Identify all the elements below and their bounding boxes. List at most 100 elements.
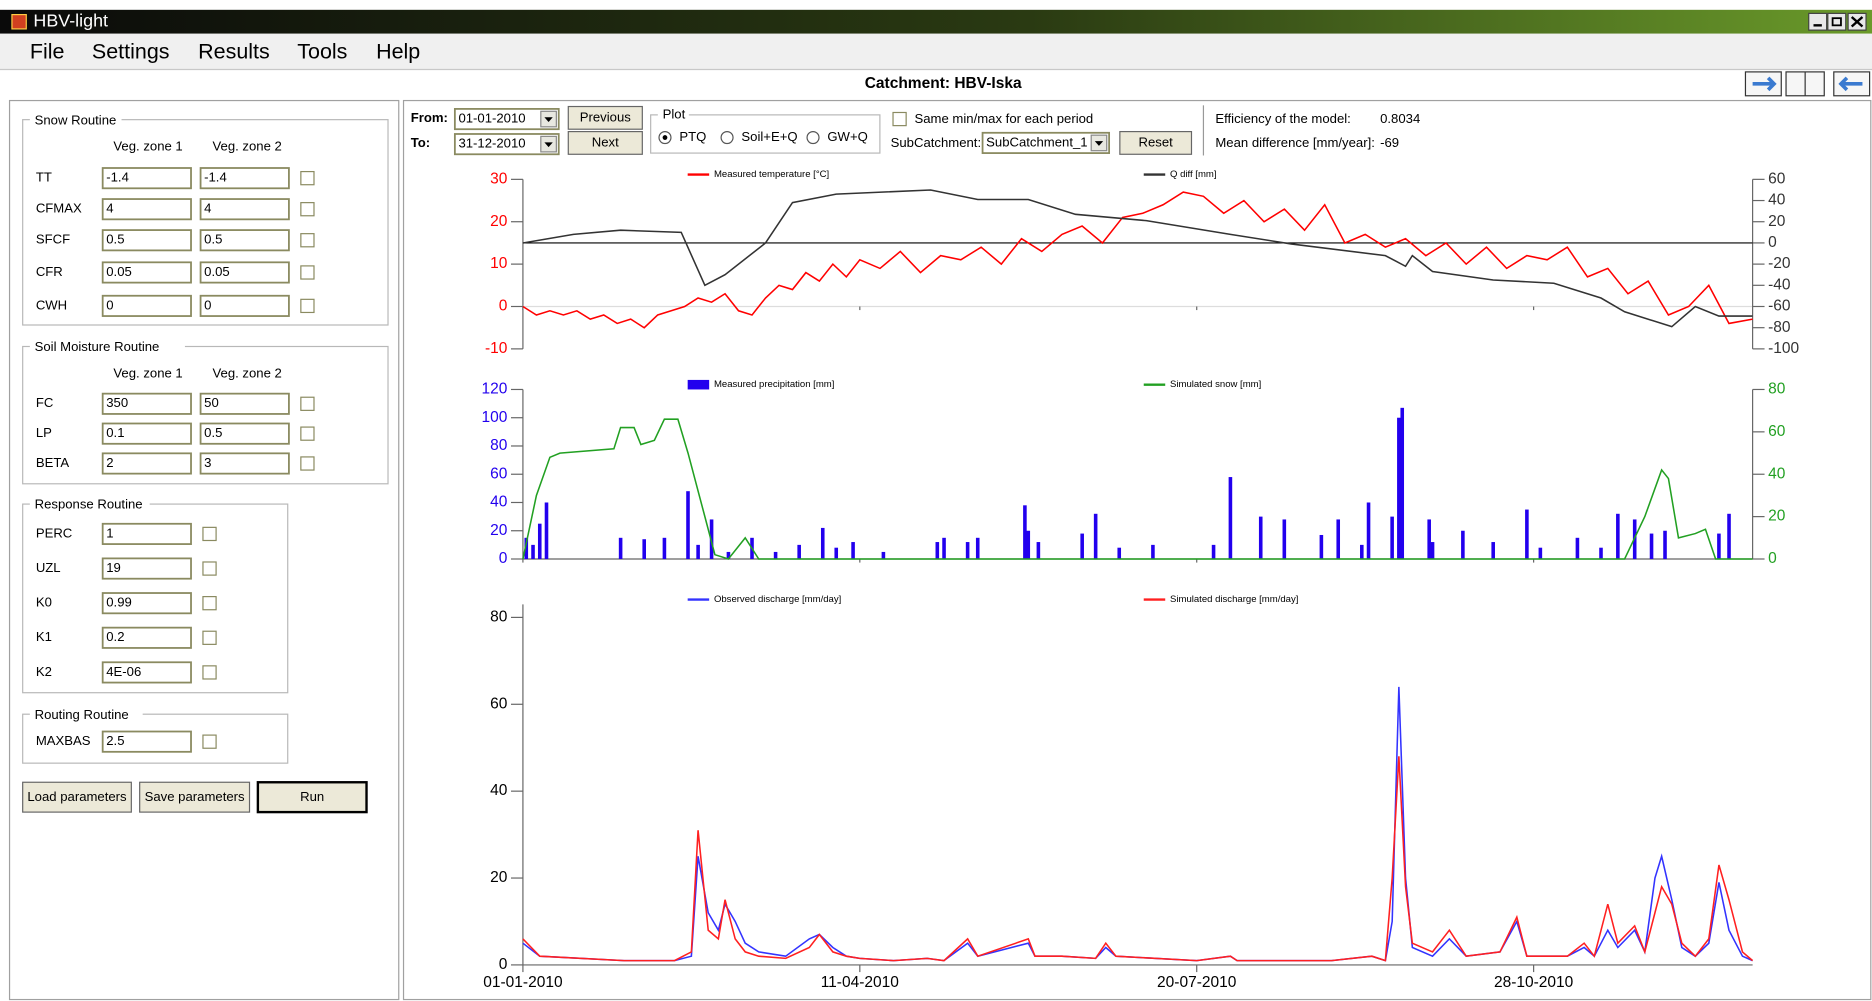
parameter-input[interactable] [101,229,192,252]
dropdown-arrow [544,142,553,148]
group-title: Routing Routine [35,707,129,722]
y2-tick-label: -80 [1768,319,1791,336]
checkbox[interactable] [202,665,217,680]
button-label: Next [592,134,619,149]
button[interactable] [256,781,368,814]
parameter-input[interactable] [199,452,290,475]
radio-button[interactable] [720,130,734,145]
parameter-input[interactable] [199,422,290,445]
parameter-input[interactable] [101,198,192,221]
mean-difference-label: Mean difference [mm/year]: [1215,135,1375,150]
checkbox[interactable] [300,170,315,186]
window-title: HBV-light [33,10,108,30]
dropdown-arrow [1094,141,1104,146]
menu-item[interactable]: Help [376,39,420,63]
precipitation-bar [1727,513,1731,559]
precipitation-bar [1430,542,1435,559]
checkbox[interactable] [300,233,315,248]
precipitation-bar [1366,502,1371,559]
x-tick-label: 28-10-2010 [1494,974,1574,991]
button[interactable] [1119,130,1193,155]
y-tick-label: 0 [499,550,508,567]
parameter-input[interactable] [101,661,192,684]
parameter-value: 2.5 [106,733,124,748]
checkbox[interactable] [300,396,315,411]
checkbox[interactable] [892,111,907,127]
y-tick-label: 60 [490,695,508,712]
dropdown[interactable] [453,108,560,131]
precipitation-bar [1151,544,1155,559]
parameter-input[interactable] [101,592,192,615]
mean-difference-value: -69 [1380,135,1399,150]
y-tick-label: 0 [499,298,508,315]
precipitation-bar [1663,530,1667,559]
y2-tick-label: -100 [1768,340,1799,357]
title-bar [0,9,1872,34]
parameter-input[interactable] [101,422,192,445]
y-tick-label: 20 [490,522,508,539]
maximize-button[interactable] [1827,12,1847,31]
checkbox[interactable] [300,265,315,280]
checkbox[interactable] [300,298,315,314]
parameter-input[interactable] [199,261,290,284]
parameter-input[interactable] [101,261,192,284]
menu-item[interactable]: Settings [92,39,170,63]
parameter-input[interactable] [199,198,290,221]
parameter-input[interactable] [101,294,192,317]
parameter-input[interactable] [101,167,192,190]
dropdown-arrow [544,117,553,123]
parameter-input[interactable] [101,730,192,753]
parameter-input[interactable] [101,392,192,415]
parameter-input[interactable] [199,294,290,317]
group-box [22,119,389,326]
parameter-input[interactable] [101,452,192,475]
layout-buttons [1744,71,1871,97]
menu-item[interactable]: Tools [297,39,347,63]
precipitation-bar [1093,513,1098,559]
parameter-value: 0.5 [204,425,222,440]
precipitation-bar [1538,547,1543,559]
parameter-value: -1.4 [204,170,227,185]
button-label: Save parameters [145,789,245,804]
dropdown[interactable] [453,133,560,156]
precipitation-bar [881,551,886,559]
precipitation-bar [834,547,839,559]
minimize-button[interactable] [1808,12,1828,31]
parameter-input[interactable] [199,229,290,252]
precipitation-bar [544,502,549,559]
precipitation-bar [1080,533,1084,559]
checkbox[interactable] [300,426,315,441]
parameter-value: 4E-06 [106,664,141,679]
precipitation-bar [1026,530,1031,559]
parameter-input[interactable] [101,626,192,649]
button[interactable] [139,781,251,813]
menu-item[interactable]: Results [198,39,270,63]
menu-item[interactable]: File [30,39,65,63]
checkbox[interactable] [202,630,217,645]
checkbox[interactable] [202,561,217,576]
parameter-value: 0 [106,297,113,312]
parameter-input[interactable] [101,522,192,545]
group-title: Soil Moisture Routine [35,339,160,354]
checkbox[interactable] [202,596,217,611]
radio-dot [662,135,668,140]
precipitation-bar [1258,516,1263,559]
parameter-label: MAXBAS [36,733,91,748]
checkbox[interactable] [202,526,217,542]
precipitation-bar [1491,542,1495,559]
checkbox[interactable] [300,202,315,217]
y2-tick-label: -40 [1768,276,1791,293]
button[interactable] [567,130,643,155]
button[interactable] [22,781,132,813]
dropdown[interactable] [981,131,1111,154]
parameter-input[interactable] [199,392,290,415]
to-label: To: [411,135,430,150]
radio-button[interactable] [806,130,820,145]
parameter-value: 0.1 [106,425,124,440]
column-header: Veg. zone 1 [113,139,182,154]
parameter-input[interactable] [101,557,192,580]
button[interactable] [567,105,643,130]
checkbox[interactable] [300,456,315,471]
checkbox[interactable] [202,734,217,749]
parameter-input[interactable] [199,167,290,190]
